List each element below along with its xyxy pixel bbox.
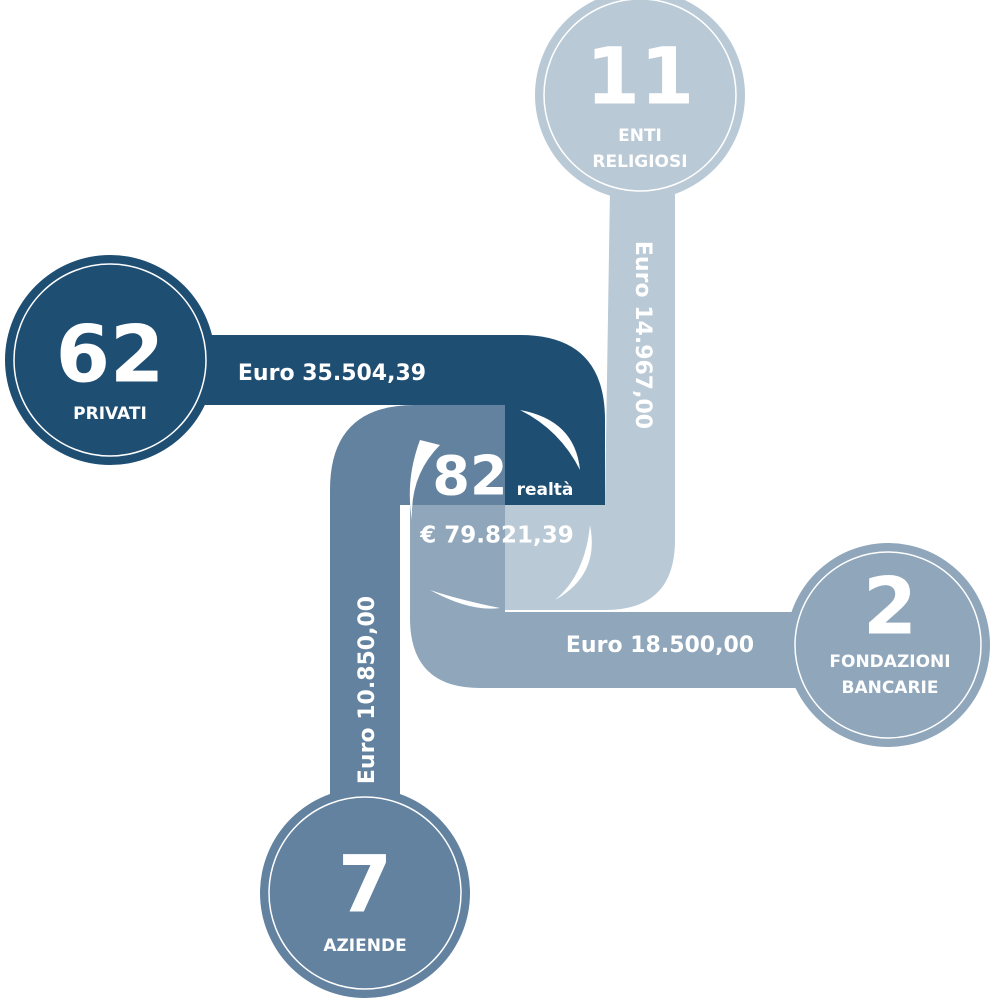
- swoosh: [520, 410, 580, 470]
- amount: Euro 10.850,00: [355, 596, 380, 784]
- center-amount: € 79.821,39: [419, 523, 574, 549]
- circle-aziende: [260, 788, 470, 998]
- label: ENTI: [618, 126, 662, 146]
- circle-fondazioni-ring: [794, 551, 982, 739]
- label: AZIENDE: [323, 936, 406, 956]
- label: FONDAZIONI: [829, 652, 950, 672]
- label: PRIVATI: [73, 404, 147, 424]
- center-count: 82: [432, 445, 507, 508]
- circle-fondazioni: [786, 543, 990, 747]
- count: 62: [56, 310, 165, 400]
- circle-privati: [5, 255, 215, 465]
- swoosh: [555, 525, 592, 600]
- label: BANCARIE: [841, 678, 938, 698]
- amount: Euro 35.504,39: [238, 361, 426, 386]
- swoosh: [409, 440, 440, 520]
- label: RELIGIOSI: [592, 152, 687, 172]
- circle-aziende-ring: [268, 796, 462, 990]
- amount: Euro 18.500,00: [566, 633, 754, 658]
- circle-privati-ring: [13, 263, 207, 457]
- amount: Euro 14.967,00: [630, 241, 655, 429]
- count: 2: [863, 562, 917, 652]
- band-privati: [190, 335, 605, 505]
- count: 11: [586, 32, 695, 122]
- center-unit: realtà: [517, 480, 574, 500]
- circle-enti-ring: [543, 0, 737, 192]
- count: 7: [338, 840, 392, 930]
- band-aziende: [330, 405, 505, 830]
- circle-enti: [535, 0, 745, 200]
- swoosh: [430, 590, 500, 609]
- band-fondazioni: [410, 505, 810, 688]
